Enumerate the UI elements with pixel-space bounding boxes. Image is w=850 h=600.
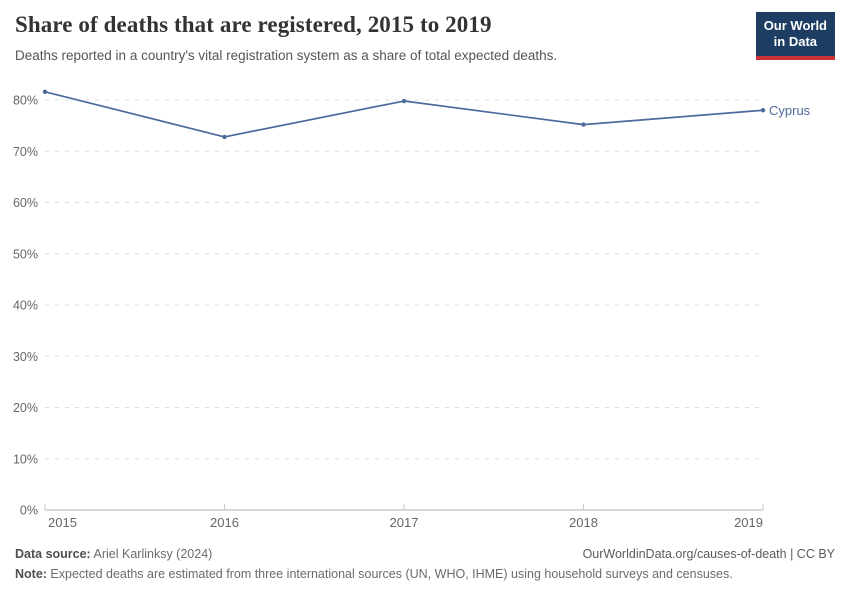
data-point[interactable] [42,89,48,94]
y-axis-tick-label: 40% [13,299,38,313]
data-point[interactable] [581,122,586,127]
data-point[interactable] [401,98,407,104]
footer-note-value: Expected deaths are estimated from three… [46,567,733,581]
y-axis-tick-label: 80% [13,94,38,108]
x-axis-tick-label: 2016 [210,515,239,530]
footer-row: Data source: Ariel Karlinksy (2024) OurW… [15,547,835,561]
plot-area: 0% 10% 20% 30% 40% 50% 60% 70% 80% 2015 2016 2017 20… [0,85,850,545]
footer-note: Note: Expected deaths are estimated from… [15,567,835,581]
y-axis-tick-label: 20% [13,401,38,415]
data-point[interactable] [760,108,766,113]
footer-link[interactable]: OurWorldinData.org/causes-of-death | CC … [582,547,835,561]
logo-text-line1: Our World [763,18,827,33]
y-axis-tick-label: 30% [13,350,38,364]
chart-subtitle: Deaths reported in a country's vital reg… [15,48,558,63]
header-text: Share of deaths that are registered, 201… [15,12,557,63]
owid-logo[interactable]: Our World in Data [755,12,835,60]
data-source: Data source: Ariel Karlinksy (2024) [15,547,212,561]
data-source-value: Ariel Karlinksy (2024) [90,547,213,561]
chart-footer: Data source: Ariel Karlinksy (2024) OurW… [15,547,835,581]
chart-title: Share of deaths that are registered, 201… [15,12,492,37]
y-axis-tick-label: 0% [20,504,38,518]
data-source-label: Data source: [15,547,91,561]
footer-note-label: Note: [15,567,47,581]
y-axis-tick-label: 10% [13,452,38,466]
x-axis-tick-label: 2019 [734,515,763,530]
y-axis-tick-label: 70% [13,145,38,159]
line-series-cyprus [44,90,764,138]
series-label-cyprus[interactable]: Cyprus [769,103,811,118]
x-axis-tick-label: 2018 [569,515,598,530]
x-axis-tick-label: 2015 [48,515,77,530]
x-axis-tick-label: 2017 [390,515,419,530]
y-axis-tick-label: 60% [13,196,38,210]
logo-text-line2: in Data [773,34,818,50]
line-chart: 0% 10% 20% 30% 40% 50% 60% 70% 80% 2015 2016 2017 20… [13,89,811,530]
data-point[interactable] [222,134,227,140]
y-axis-tick-label: 50% [13,247,38,261]
chart-header: Share of deaths that are registered, 201… [15,12,835,63]
